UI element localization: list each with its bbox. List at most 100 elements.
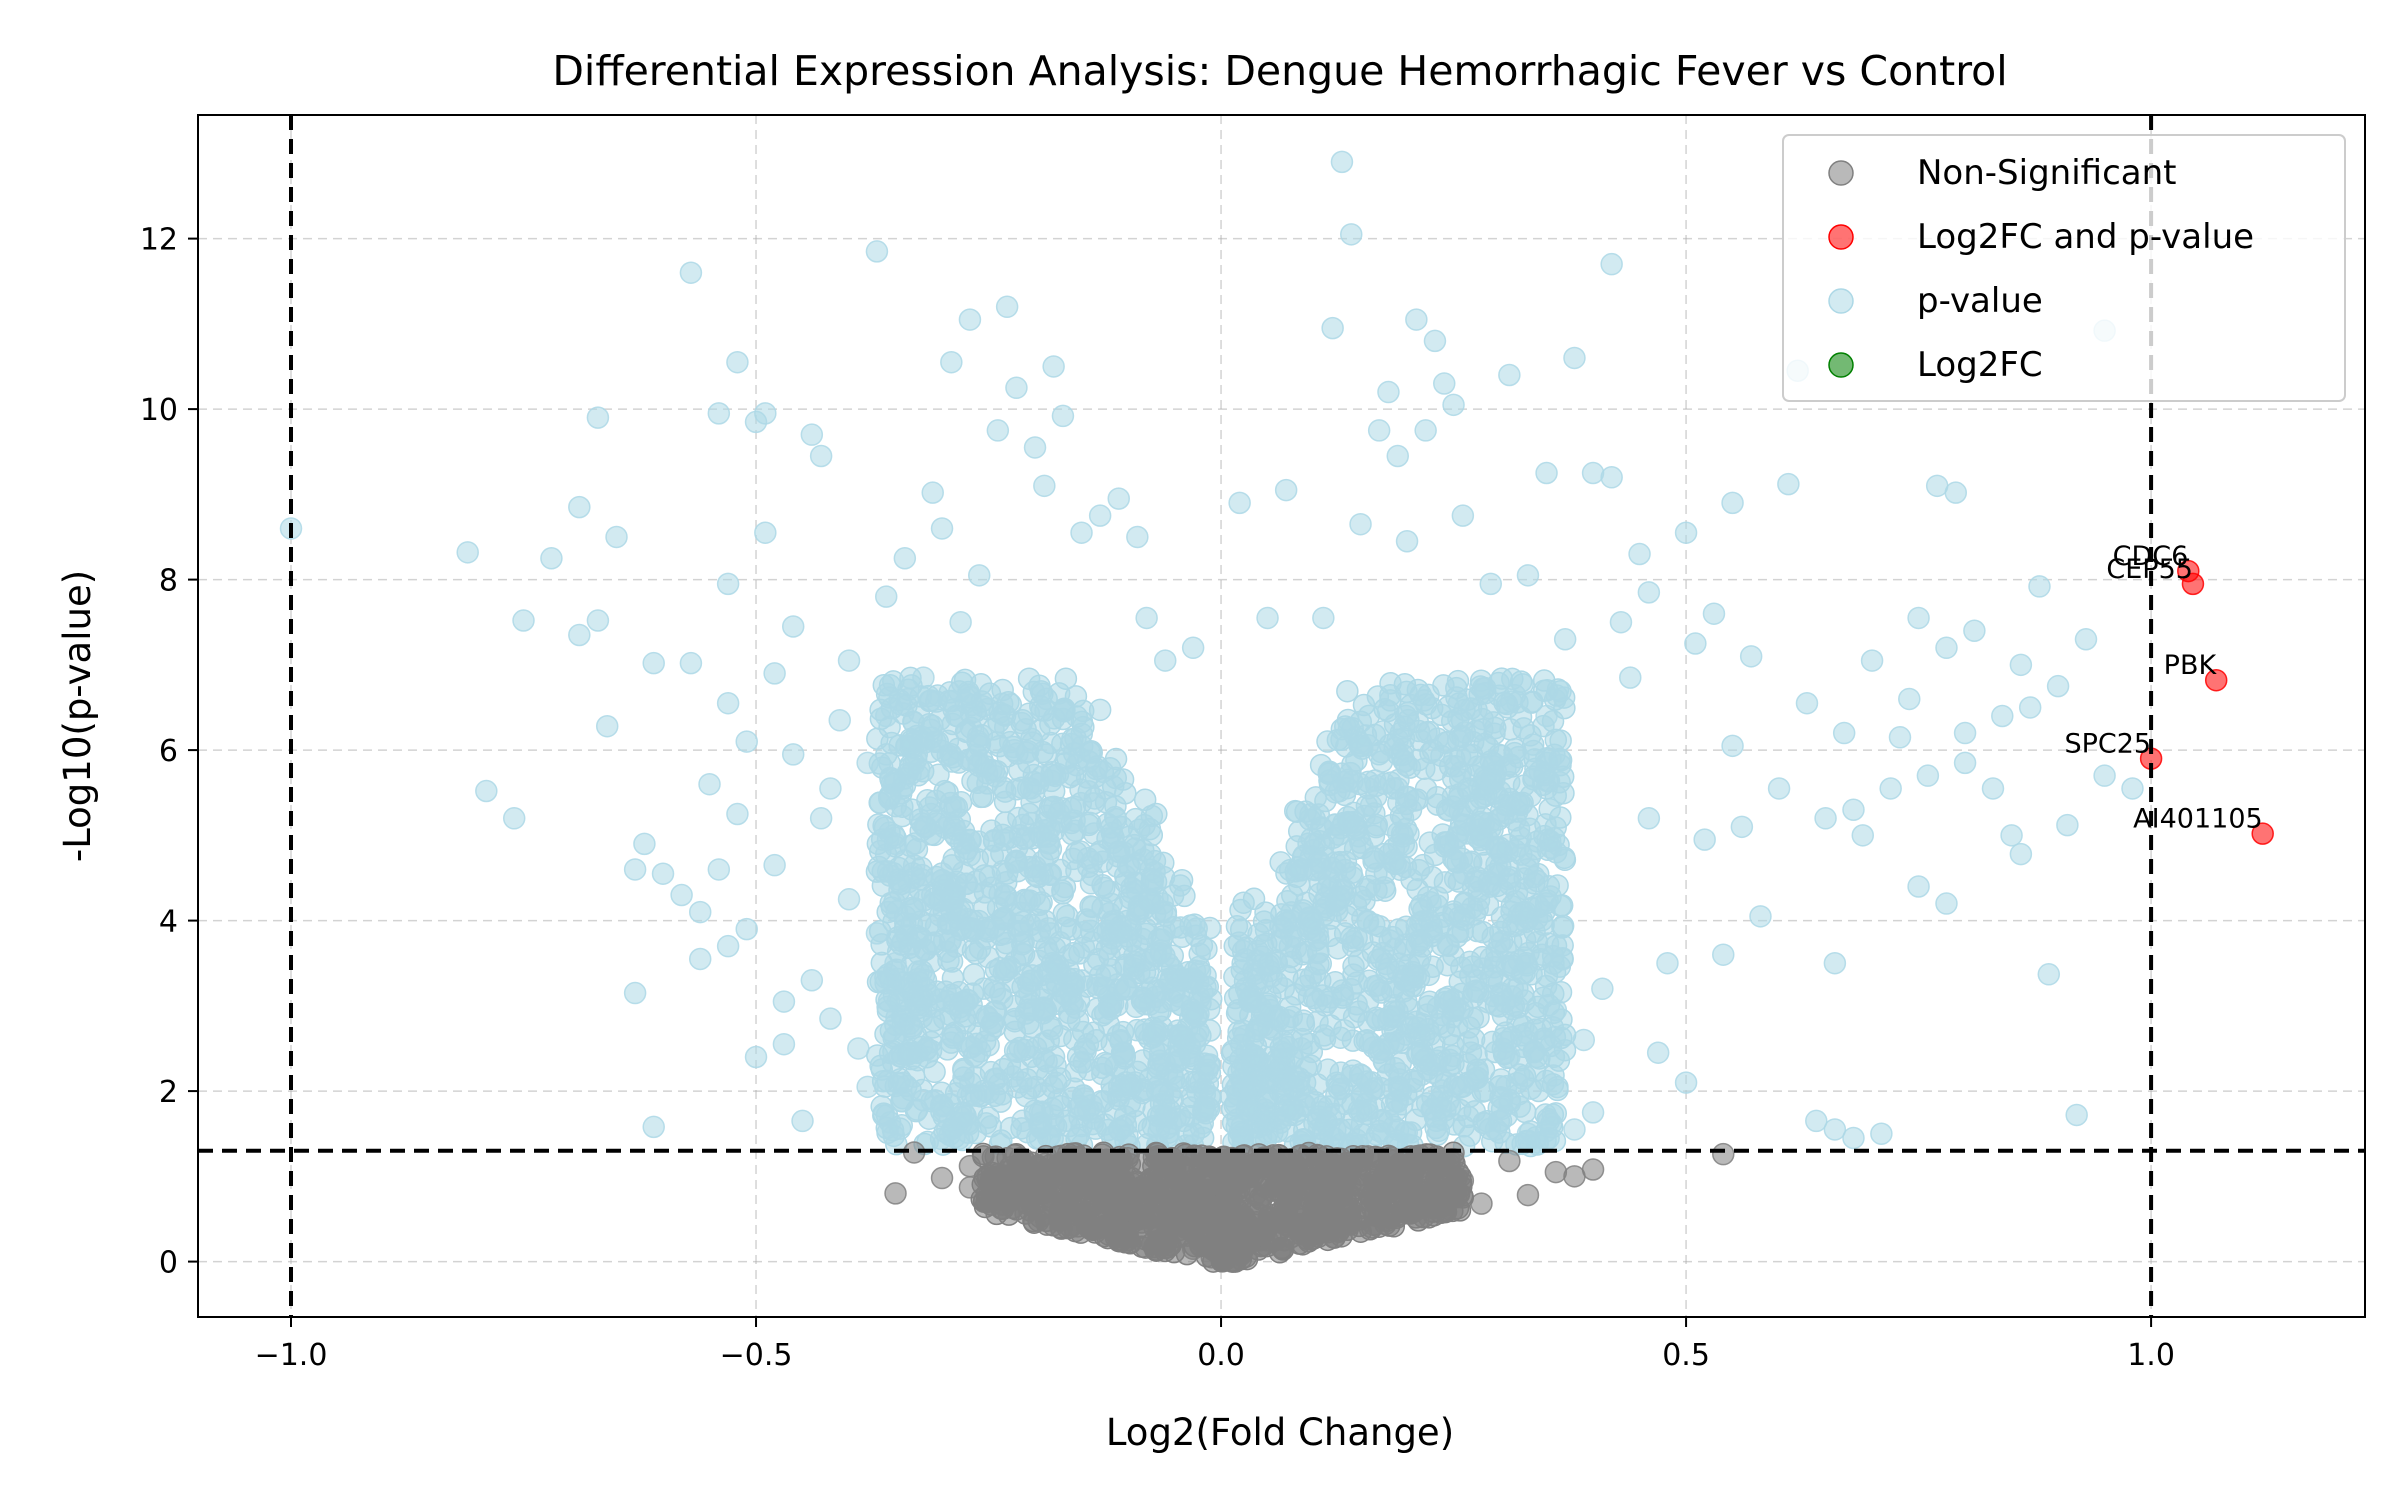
point-pvalue: [1357, 1011, 1380, 1034]
point-pvalue: [924, 914, 948, 937]
point-pvalue: [1538, 797, 1561, 821]
point-pvalue: [1426, 727, 1449, 750]
point-pvalue: [1916, 764, 1940, 787]
point-pvalue: [1392, 727, 1416, 750]
point-pvalue: [889, 872, 913, 896]
point-pvalue: [1031, 1100, 1054, 1124]
point-pvalue: [1721, 491, 1744, 515]
point-pvalue: [1963, 619, 1986, 643]
point-pvalue: [1396, 701, 1419, 725]
point-pvalue: [1179, 1007, 1202, 1030]
point-pvalue: [1340, 223, 1363, 246]
point-pvalue: [1446, 669, 1470, 693]
point-pvalue: [781, 743, 805, 766]
point-pvalue: [1309, 1100, 1333, 1124]
point-pvalue: [1487, 971, 1511, 994]
point-pvalue: [1523, 837, 1547, 861]
point-pvalue: [1354, 724, 1378, 747]
point-pvalue: [1366, 685, 1390, 708]
point-nonsignificant: [1237, 1216, 1261, 1239]
point-nonsignificant: [1200, 1246, 1223, 1269]
point-pvalue: [2009, 653, 2033, 677]
point-pvalue: [865, 240, 889, 263]
point-pvalue: [1550, 894, 1574, 917]
legend-marker: [1828, 288, 1854, 314]
y-tick-label: 4: [159, 905, 178, 940]
point-nonsignificant: [884, 1182, 907, 1205]
point-pvalue: [891, 1086, 915, 1110]
point-nonsignificant: [1079, 1217, 1103, 1241]
point-pvalue: [651, 862, 675, 885]
point-pvalue: [930, 517, 954, 540]
point-pvalue: [949, 1105, 972, 1129]
x-tick-label: 1.0: [2127, 1338, 2175, 1373]
point-pvalue: [1380, 980, 1404, 1003]
point-nonsignificant: [1563, 1165, 1586, 1188]
point-pvalue: [1256, 1086, 1280, 1109]
point-pvalue: [1388, 952, 1411, 975]
point-pvalue: [920, 1089, 943, 1113]
point-pvalue: [679, 261, 703, 284]
point-pvalue: [1405, 308, 1428, 331]
point-pvalue: [1451, 1075, 1475, 1098]
point-pvalue: [1473, 676, 1497, 700]
point-pvalue: [989, 1090, 1012, 1113]
point-pvalue: [1022, 998, 1046, 1021]
point-pvalue: [961, 909, 985, 933]
point-pvalue: [1925, 474, 1949, 498]
point-nonsignificant: [1163, 1161, 1187, 1185]
point-pvalue: [1306, 1010, 1329, 1033]
point-pvalue: [1088, 964, 1112, 988]
point-pvalue: [1060, 822, 1084, 846]
point-nonsignificant: [1544, 1160, 1568, 1184]
point-pvalue: [1294, 800, 1317, 823]
point-pvalue: [623, 981, 647, 1005]
gene-label: AI401105: [2133, 804, 2263, 835]
point-pvalue: [1546, 1075, 1569, 1099]
point-pvalue: [967, 564, 991, 587]
point-pvalue: [735, 917, 758, 941]
point-pvalue: [726, 350, 749, 374]
point-pvalue: [1441, 767, 1465, 790]
y-tick-label: 8: [159, 564, 178, 599]
point-pvalue: [1230, 1033, 1253, 1057]
point-pvalue: [1362, 824, 1386, 848]
point-pvalue: [1414, 419, 1437, 442]
point-pvalue: [1953, 751, 1977, 775]
point-pvalue: [925, 980, 949, 1003]
y-tick-label: 12: [140, 223, 178, 258]
point-pvalue: [1446, 728, 1470, 752]
point-pvalue: [1333, 783, 1357, 807]
point-pvalue: [512, 609, 535, 632]
point-pvalue: [1443, 867, 1467, 891]
point-nonsignificant: [958, 1154, 982, 1178]
point-pvalue: [800, 969, 824, 992]
point-pvalue: [1135, 606, 1158, 630]
point-pvalue: [1340, 861, 1363, 885]
point-pvalue: [1330, 150, 1354, 174]
point-pvalue: [1055, 1109, 1078, 1133]
point-pvalue: [679, 651, 703, 675]
point-pvalue: [1548, 955, 1572, 978]
point-pvalue: [1377, 380, 1400, 404]
point-pvalue: [1009, 901, 1032, 925]
point-pvalue: [1479, 572, 1503, 596]
point-pvalue: [893, 1020, 917, 1043]
point-pvalue: [1391, 1093, 1414, 1116]
point-pvalue: [1535, 704, 1558, 728]
point-pvalue: [964, 942, 988, 965]
point-pvalue: [1424, 1116, 1447, 1140]
point-pvalue: [1027, 926, 1050, 950]
point-pvalue: [1280, 909, 1303, 933]
point-pvalue: [1276, 964, 1299, 988]
point-pvalue: [633, 832, 656, 856]
legend-label: Log2FC and p-value: [1917, 217, 2254, 257]
point-pvalue: [1059, 796, 1083, 820]
point-pvalue: [1456, 688, 1480, 711]
point-pvalue: [735, 730, 758, 753]
point-pvalue: [1179, 967, 1203, 991]
point-pvalue: [1126, 525, 1149, 549]
point-pvalue: [920, 933, 944, 956]
point-pvalue: [1684, 632, 1707, 655]
point-pvalue: [963, 1044, 986, 1068]
